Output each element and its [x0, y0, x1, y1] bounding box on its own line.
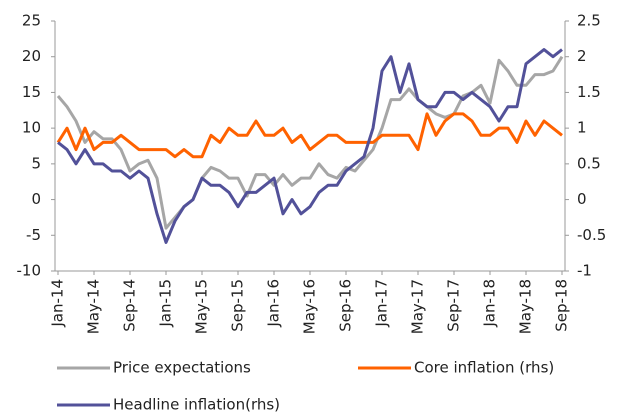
x-tick-label: Sep-18 [553, 279, 571, 332]
x-tick-label: Sep-15 [229, 279, 247, 332]
series-line [57, 48, 563, 244]
x-tick-label: May-16 [301, 279, 319, 334]
legend-label: Core inflation (rhs) [414, 359, 554, 377]
y2-tick-label: 0 [577, 190, 587, 208]
y-tick-label: -5 [26, 226, 41, 244]
y-tick-label: 20 [22, 47, 41, 65]
y2-tick-label: -1 [577, 262, 592, 280]
x-tick-label: May-15 [193, 279, 211, 334]
y-tick-label: 5 [31, 154, 41, 172]
y-tick-label: 0 [31, 190, 41, 208]
x-tick-label: Sep-17 [445, 279, 463, 332]
x-tick-label: May-17 [409, 279, 427, 334]
x-tick-label: Sep-14 [121, 279, 139, 332]
x-tick-label: Jan-16 [265, 279, 283, 328]
x-tick-label: Jan-14 [49, 279, 67, 328]
x-tick-label: Jan-18 [481, 279, 499, 328]
legend-label: Headline inflation(rhs) [113, 396, 280, 412]
x-tick-label: Jan-15 [157, 279, 175, 328]
x-tick-label: Jan-17 [373, 279, 391, 328]
y-tick-label: 15 [22, 83, 41, 101]
y2-tick-label: 2.5 [577, 12, 601, 30]
y2-tick-label: -0.5 [577, 226, 606, 244]
y2-tick-label: 0.5 [577, 154, 601, 172]
x-tick-label: May-18 [517, 279, 535, 334]
y-tick-label: -10 [17, 262, 42, 280]
y-tick-label: 25 [22, 12, 41, 30]
series-line [56, 112, 563, 159]
legend-label: Price expectations [113, 359, 251, 377]
x-tick-label: Sep-16 [337, 279, 355, 332]
y-tick-label: 10 [22, 119, 41, 137]
x-tick-label: May-14 [85, 279, 103, 334]
y2-tick-label: 2 [577, 47, 587, 65]
y2-tick-label: 1 [577, 119, 587, 137]
series-line [56, 55, 564, 230]
y2-tick-label: 1.5 [577, 83, 601, 101]
